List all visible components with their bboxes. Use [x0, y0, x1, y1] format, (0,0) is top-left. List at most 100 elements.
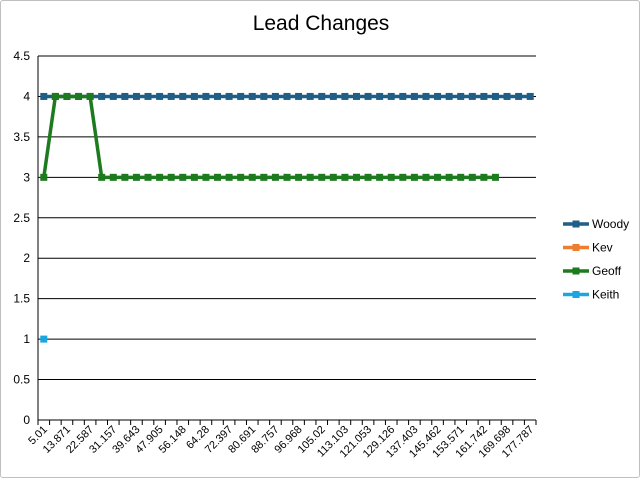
data-point-geoff	[457, 173, 465, 181]
legend-label-woody: Woody	[592, 217, 629, 231]
y-tick-label: 3	[23, 170, 30, 184]
data-point-woody	[457, 92, 465, 100]
data-point-geoff	[387, 173, 395, 181]
data-point-geoff	[167, 173, 175, 181]
data-point-geoff	[480, 173, 488, 181]
data-point-woody	[156, 92, 164, 100]
legend-label-geoff: Geoff	[592, 264, 622, 278]
data-point-woody	[179, 92, 187, 100]
data-point-woody	[98, 92, 106, 100]
legend-label-keith: Keith	[592, 288, 619, 302]
data-point-woody	[214, 92, 222, 100]
data-point-woody	[306, 92, 314, 100]
data-point-woody	[283, 92, 291, 100]
y-tick-label: 2.5	[13, 211, 30, 225]
data-point-geoff	[434, 173, 442, 181]
y-tick-label: 4.5	[13, 49, 30, 63]
legend-marker-kev	[572, 244, 580, 251]
data-point-geoff	[121, 173, 129, 181]
data-point-geoff	[445, 173, 453, 181]
data-point-geoff	[190, 173, 198, 181]
data-point-woody	[364, 92, 372, 100]
data-point-woody	[167, 92, 175, 100]
data-point-woody	[202, 92, 210, 100]
data-point-geoff	[468, 173, 476, 181]
data-point-woody	[491, 92, 499, 100]
legend: Woody Kev Geoff Keith	[563, 217, 629, 302]
data-point-woody	[399, 92, 407, 100]
data-point-woody	[503, 92, 511, 100]
data-point-woody	[271, 92, 279, 100]
data-point-geoff	[271, 173, 279, 181]
data-point-geoff	[329, 173, 337, 181]
data-point-geoff	[109, 173, 117, 181]
data-point-geoff	[376, 173, 384, 181]
data-point-geoff	[399, 173, 407, 181]
data-point-geoff	[237, 173, 245, 181]
data-point-geoff	[132, 173, 140, 181]
data-point-woody	[248, 92, 256, 100]
data-point-geoff	[422, 173, 430, 181]
data-point-geoff	[295, 173, 303, 181]
y-tick-label: 4	[23, 89, 30, 103]
data-point-woody	[341, 92, 349, 100]
data-point-woody	[237, 92, 245, 100]
data-point-woody	[144, 92, 152, 100]
data-point-geoff	[260, 173, 268, 181]
data-point-geoff	[491, 173, 499, 181]
data-point-woody	[387, 92, 395, 100]
data-point-woody	[225, 92, 233, 100]
data-point-geoff	[179, 173, 187, 181]
data-point-woody	[260, 92, 268, 100]
data-point-woody	[515, 92, 523, 100]
data-point-woody	[422, 92, 430, 100]
y-tick-label: 0	[23, 413, 30, 427]
data-point-woody	[468, 92, 476, 100]
data-point-woody	[318, 92, 326, 100]
data-point-woody	[190, 92, 198, 100]
x-axis-tick-labels: 5.0113.87122.58731.15739.64347.90556.148…	[26, 424, 536, 461]
data-point-keith	[40, 335, 48, 343]
data-point-geoff	[248, 173, 256, 181]
data-point-geoff	[98, 173, 106, 181]
data-point-woody	[329, 92, 337, 100]
data-point-geoff	[63, 92, 71, 100]
data-point-geoff	[364, 173, 372, 181]
data-point-geoff	[86, 92, 94, 100]
data-point-geoff	[40, 173, 48, 181]
data-point-woody	[410, 92, 418, 100]
data-point-woody	[132, 92, 140, 100]
y-tick-label: 0.5	[13, 373, 30, 387]
gridlines	[38, 55, 536, 381]
series-lines	[40, 92, 534, 343]
data-point-woody	[352, 92, 360, 100]
data-point-geoff	[410, 173, 418, 181]
data-point-geoff	[352, 173, 360, 181]
data-point-woody	[480, 92, 488, 100]
y-tick-label: 3.5	[13, 130, 30, 144]
data-point-woody	[295, 92, 303, 100]
data-point-geoff	[225, 173, 233, 181]
y-axis-tick-labels: 0 0.5 1 1.5 2 2.5 3 3.5 4 4.5	[13, 49, 30, 427]
data-point-geoff	[75, 92, 83, 100]
chart-title: Lead Changes	[252, 12, 390, 35]
data-point-geoff	[144, 173, 152, 181]
legend-label-kev: Kev	[592, 241, 613, 255]
series-line-geoff	[42, 94, 496, 180]
legend-marker-geoff	[572, 267, 580, 275]
data-point-woody	[376, 92, 384, 100]
legend-marker-keith	[572, 291, 580, 298]
data-point-woody	[526, 92, 534, 100]
y-tick-label: 2	[23, 251, 30, 265]
data-point-woody	[434, 92, 442, 100]
data-point-woody	[445, 92, 453, 100]
data-point-geoff	[51, 92, 59, 100]
data-point-woody	[109, 92, 117, 100]
axes	[37, 56, 537, 425]
data-point-geoff	[202, 173, 210, 181]
y-tick-label: 1	[23, 332, 30, 346]
data-point-geoff	[318, 173, 326, 181]
data-point-geoff	[214, 173, 222, 181]
